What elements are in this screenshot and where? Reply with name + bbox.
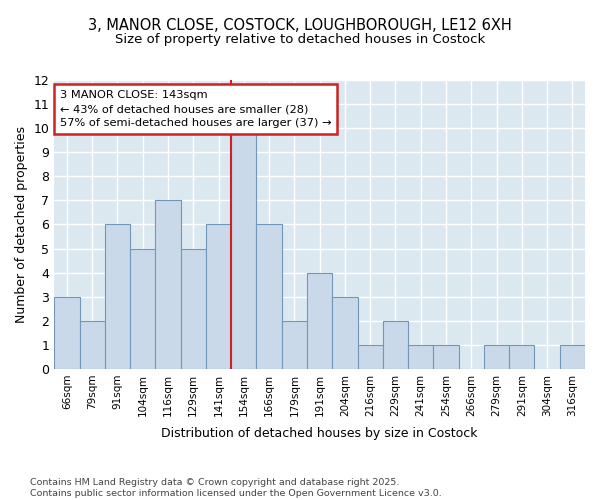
- Bar: [408, 345, 433, 369]
- Bar: [560, 345, 585, 369]
- Bar: [383, 321, 408, 369]
- Text: Contains HM Land Registry data © Crown copyright and database right 2025.
Contai: Contains HM Land Registry data © Crown c…: [30, 478, 442, 498]
- Bar: [332, 296, 358, 369]
- Bar: [433, 345, 458, 369]
- Bar: [155, 200, 181, 369]
- Bar: [484, 345, 509, 369]
- Y-axis label: Number of detached properties: Number of detached properties: [15, 126, 28, 323]
- Bar: [307, 272, 332, 369]
- Bar: [206, 224, 231, 369]
- Text: Size of property relative to detached houses in Costock: Size of property relative to detached ho…: [115, 32, 485, 46]
- Bar: [54, 296, 80, 369]
- Bar: [256, 224, 282, 369]
- Bar: [509, 345, 535, 369]
- Bar: [358, 345, 383, 369]
- Bar: [105, 224, 130, 369]
- Bar: [231, 128, 256, 369]
- Bar: [130, 248, 155, 369]
- Bar: [80, 321, 105, 369]
- Text: 3 MANOR CLOSE: 143sqm
← 43% of detached houses are smaller (28)
57% of semi-deta: 3 MANOR CLOSE: 143sqm ← 43% of detached …: [59, 90, 331, 128]
- Text: 3, MANOR CLOSE, COSTOCK, LOUGHBOROUGH, LE12 6XH: 3, MANOR CLOSE, COSTOCK, LOUGHBOROUGH, L…: [88, 18, 512, 32]
- X-axis label: Distribution of detached houses by size in Costock: Distribution of detached houses by size …: [161, 427, 478, 440]
- Bar: [181, 248, 206, 369]
- Bar: [282, 321, 307, 369]
